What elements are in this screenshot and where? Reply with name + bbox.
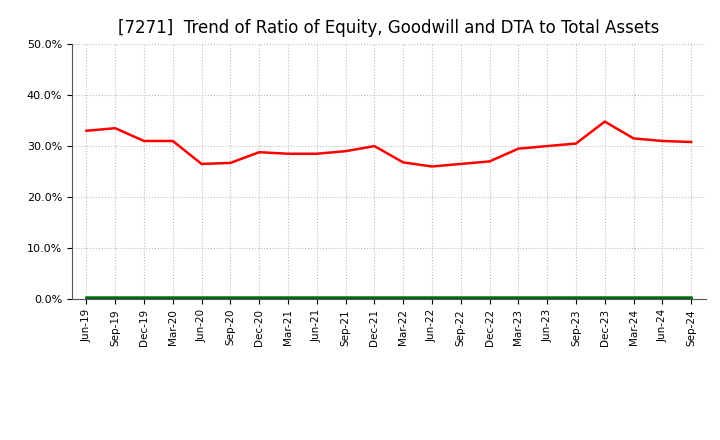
Deferred Tax Assets [485, 294, 494, 299]
Equity [629, 136, 638, 141]
Goodwill [312, 296, 321, 301]
Deferred Tax Assets [399, 294, 408, 299]
Title: [7271]  Trend of Ratio of Equity, Goodwill and DTA to Total Assets: [7271] Trend of Ratio of Equity, Goodwil… [118, 19, 660, 37]
Deferred Tax Assets [168, 294, 177, 299]
Goodwill [456, 296, 465, 301]
Equity [399, 160, 408, 165]
Deferred Tax Assets [687, 294, 696, 299]
Goodwill [168, 296, 177, 301]
Deferred Tax Assets [428, 294, 436, 299]
Deferred Tax Assets [658, 294, 667, 299]
Equity [255, 150, 264, 155]
Equity [543, 143, 552, 149]
Deferred Tax Assets [629, 294, 638, 299]
Goodwill [485, 296, 494, 301]
Equity [485, 159, 494, 164]
Goodwill [284, 296, 292, 301]
Equity [370, 143, 379, 149]
Goodwill [687, 296, 696, 301]
Goodwill [370, 296, 379, 301]
Deferred Tax Assets [600, 294, 609, 299]
Equity [312, 151, 321, 156]
Goodwill [82, 296, 91, 301]
Goodwill [658, 296, 667, 301]
Equity [168, 138, 177, 143]
Equity [687, 139, 696, 145]
Deferred Tax Assets [514, 294, 523, 299]
Equity [140, 138, 148, 143]
Equity [341, 149, 350, 154]
Deferred Tax Assets [543, 294, 552, 299]
Goodwill [341, 296, 350, 301]
Deferred Tax Assets [82, 294, 91, 299]
Goodwill [629, 296, 638, 301]
Deferred Tax Assets [255, 294, 264, 299]
Deferred Tax Assets [572, 294, 580, 299]
Equity [197, 161, 206, 167]
Equity [456, 161, 465, 167]
Deferred Tax Assets [341, 294, 350, 299]
Equity [514, 146, 523, 151]
Goodwill [543, 296, 552, 301]
Deferred Tax Assets [456, 294, 465, 299]
Equity [428, 164, 436, 169]
Goodwill [197, 296, 206, 301]
Line: Equity: Equity [86, 121, 691, 166]
Equity [226, 160, 235, 165]
Goodwill [514, 296, 523, 301]
Deferred Tax Assets [284, 294, 292, 299]
Deferred Tax Assets [226, 294, 235, 299]
Deferred Tax Assets [111, 294, 120, 299]
Deferred Tax Assets [370, 294, 379, 299]
Equity [572, 141, 580, 146]
Goodwill [572, 296, 580, 301]
Equity [82, 128, 91, 133]
Goodwill [600, 296, 609, 301]
Goodwill [255, 296, 264, 301]
Deferred Tax Assets [197, 294, 206, 299]
Goodwill [111, 296, 120, 301]
Equity [284, 151, 292, 156]
Equity [658, 138, 667, 143]
Equity [600, 119, 609, 124]
Deferred Tax Assets [312, 294, 321, 299]
Goodwill [140, 296, 148, 301]
Goodwill [226, 296, 235, 301]
Equity [111, 125, 120, 131]
Goodwill [399, 296, 408, 301]
Deferred Tax Assets [140, 294, 148, 299]
Goodwill [428, 296, 436, 301]
